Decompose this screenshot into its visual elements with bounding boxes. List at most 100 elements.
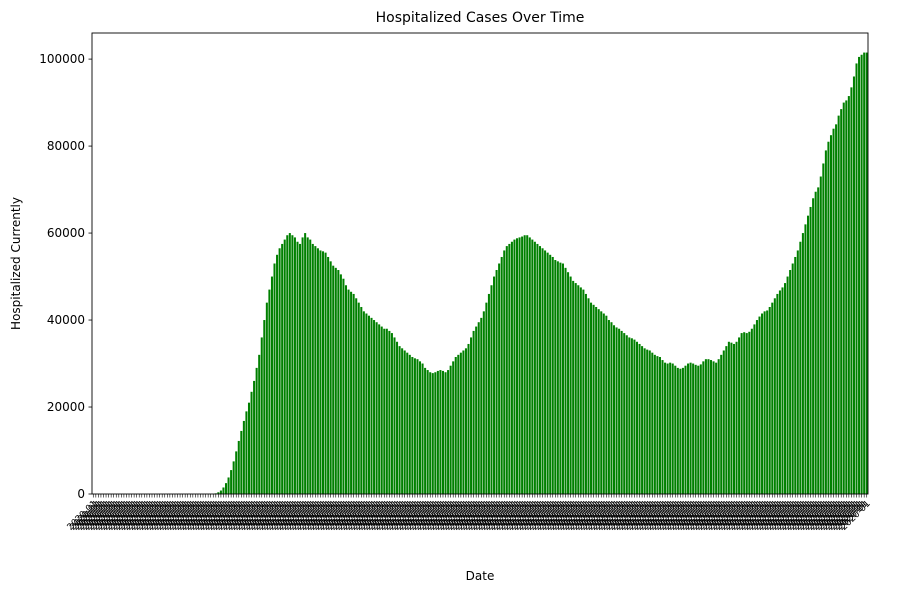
bar [373, 320, 376, 494]
bar [835, 124, 838, 494]
x-axis: 2020-012020-012020-012020-012020-012020-… [66, 494, 873, 533]
bar [643, 348, 646, 494]
bar [720, 354, 723, 494]
y-tick-label: 0 [77, 487, 85, 501]
bar [832, 128, 835, 494]
bar [260, 337, 263, 494]
bar [288, 233, 291, 494]
bar [812, 198, 815, 494]
bar [339, 274, 342, 494]
bar [735, 341, 738, 494]
bar [842, 102, 845, 494]
bar [487, 293, 490, 494]
bar [717, 359, 720, 494]
bar [470, 337, 473, 494]
bar [526, 235, 529, 495]
bar [658, 357, 661, 494]
bar [771, 302, 774, 494]
bar [768, 306, 771, 494]
bar [860, 54, 863, 494]
bar [482, 311, 485, 494]
bar [498, 263, 501, 494]
bar [681, 367, 684, 494]
bar [855, 63, 858, 494]
bar [763, 311, 766, 494]
bar [561, 263, 564, 494]
bar [421, 363, 424, 494]
bar [664, 362, 667, 494]
bar [329, 261, 332, 494]
bar [850, 87, 853, 495]
bar [447, 370, 450, 494]
bar [533, 241, 536, 494]
bar [304, 233, 307, 494]
bar [255, 367, 258, 494]
bar [684, 365, 687, 494]
bar [676, 367, 679, 494]
bar [454, 357, 457, 494]
bar [278, 248, 281, 494]
bar [521, 236, 524, 495]
bar [462, 350, 465, 494]
bar [426, 370, 429, 494]
bar [699, 364, 702, 494]
bar [582, 289, 585, 494]
bar [692, 363, 695, 494]
bar [383, 328, 386, 494]
bar [247, 402, 251, 494]
bar [413, 358, 416, 494]
bar [324, 252, 327, 494]
bar [360, 306, 363, 494]
bar [515, 238, 519, 494]
bar [467, 343, 470, 494]
bar [776, 293, 779, 494]
bar [403, 350, 406, 494]
bar [378, 324, 381, 494]
bar [567, 272, 570, 494]
bar [750, 328, 753, 494]
y-axis-label: Hospitalized Currently [9, 197, 23, 330]
bar [730, 342, 733, 494]
bar [319, 250, 322, 494]
bar [434, 372, 437, 494]
bar [301, 237, 304, 494]
bar [600, 311, 603, 494]
bar [265, 302, 268, 494]
bar [732, 343, 736, 494]
bar [510, 241, 513, 494]
bar [235, 451, 238, 494]
bar [689, 362, 692, 494]
bars-group [214, 52, 868, 495]
bar [311, 243, 314, 494]
bar [778, 290, 781, 494]
bar [595, 306, 598, 494]
bar [809, 206, 812, 494]
bar [556, 261, 559, 494]
bar [804, 224, 807, 495]
bar [819, 176, 822, 494]
bar [612, 325, 616, 494]
bar [715, 362, 718, 494]
bar [276, 254, 279, 494]
x-axis-label: Date [466, 569, 495, 583]
bar [490, 285, 493, 494]
bar [286, 235, 289, 495]
bar [712, 361, 715, 494]
bar [584, 293, 587, 494]
bar [722, 350, 725, 494]
bar [350, 291, 353, 494]
plot-frame [91, 32, 869, 495]
bar [761, 313, 764, 494]
bar [416, 359, 419, 494]
bar [293, 237, 296, 494]
y-tick-label: 80000 [47, 139, 85, 153]
bar [390, 333, 393, 494]
bar [357, 302, 360, 494]
bar [679, 368, 682, 494]
bar [273, 263, 276, 494]
bar [531, 239, 534, 494]
bar [477, 322, 480, 494]
bar [827, 141, 830, 495]
bar [245, 411, 248, 494]
bar [748, 331, 751, 494]
